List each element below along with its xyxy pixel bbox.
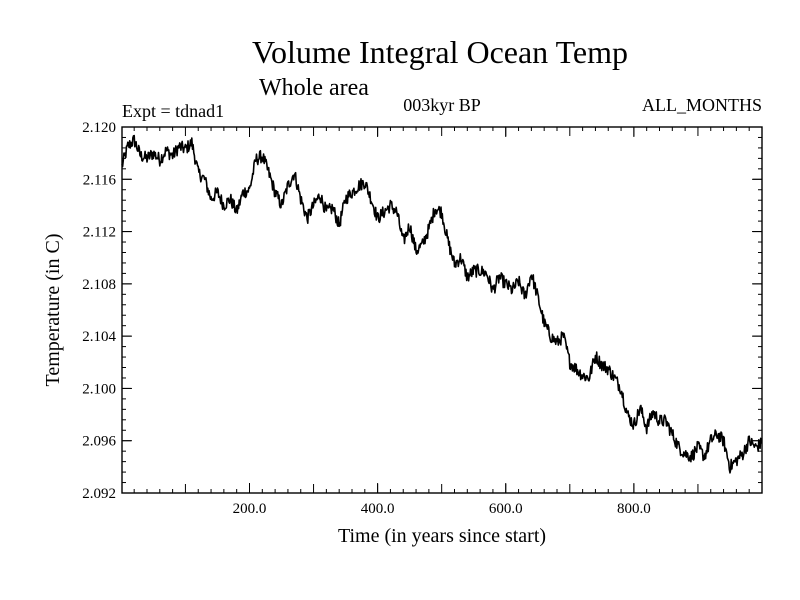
x-tick-label: 600.0 <box>489 501 523 517</box>
y-tick-label: 2.104 <box>82 329 116 345</box>
x-tick-label: 400.0 <box>361 501 395 517</box>
y-tick-label: 2.108 <box>82 277 116 293</box>
chart-title: Volume Integral Ocean Temp <box>252 34 628 70</box>
y-tick-label: 2.120 <box>82 120 116 136</box>
x-tick-label: 200.0 <box>233 501 267 517</box>
y-tick-label: 2.096 <box>82 434 116 450</box>
experiment-label: Expt = tdnad1 <box>122 101 224 121</box>
y-axis-label: Temperature (in C) <box>42 234 64 387</box>
y-tick-label: 2.092 <box>82 486 116 502</box>
months-label: ALL_MONTHS <box>642 95 762 115</box>
x-tick-label: 800.0 <box>617 501 651 517</box>
y-tick-label: 2.100 <box>82 381 116 397</box>
axis-ticks <box>122 126 762 494</box>
tick-labels: 200.0 400.0 600.0 800.0 2.092 2.096 2.100 2.104… <box>82 120 650 517</box>
y-tick-label: 2.112 <box>83 225 116 241</box>
period-label: 003kyr BP <box>403 95 481 115</box>
chart-subtitle: Whole area <box>259 75 369 101</box>
plot-area-frame <box>121 126 763 494</box>
y-tick-label: 2.116 <box>83 172 117 188</box>
x-axis-label: Time (in years since start) <box>338 525 546 547</box>
series-line <box>121 134 763 474</box>
